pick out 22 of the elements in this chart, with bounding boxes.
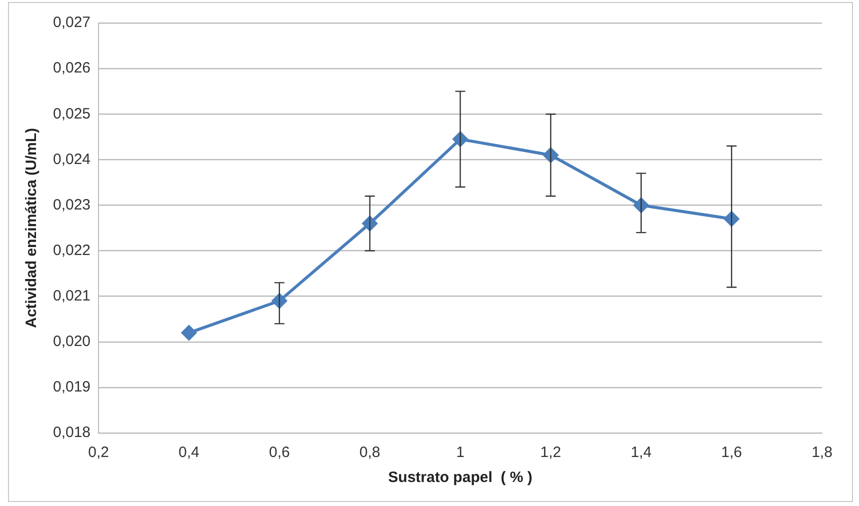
y-tick-label: 0,022: [52, 242, 91, 259]
y-tick-label: 0,021: [52, 287, 91, 304]
x-tick-label: 0,8: [359, 444, 380, 462]
y-tick-label: 0,018: [52, 424, 91, 442]
y-tick-label: 0,020: [52, 333, 91, 350]
y-tick-label: 0,025: [52, 105, 91, 122]
y-tick-label: 0,026: [52, 60, 91, 77]
point: [181, 325, 196, 340]
x-tick-label: 1: [456, 444, 464, 462]
x-tick-label: 1,6: [721, 444, 742, 462]
y-tick-label: 0,019: [52, 378, 91, 396]
y-tick-label: 0,027: [52, 14, 91, 32]
x-tick-label: 1,2: [540, 444, 562, 462]
y-tick-label: 0,023: [52, 196, 91, 214]
x-tick-label: 0,2: [88, 444, 109, 462]
x-tick-label: 1,4: [630, 444, 652, 462]
y-tick-label: 0,024: [52, 150, 91, 168]
x-axis-title: Sustrato papel ( % ): [388, 469, 532, 486]
x-tick-label: 1,8: [812, 444, 832, 462]
x-tick-label: 0,4: [178, 444, 200, 462]
y-axis-title: Actividad enzimática (U/mL): [23, 128, 40, 328]
x-tick-label: 0,6: [268, 444, 290, 462]
